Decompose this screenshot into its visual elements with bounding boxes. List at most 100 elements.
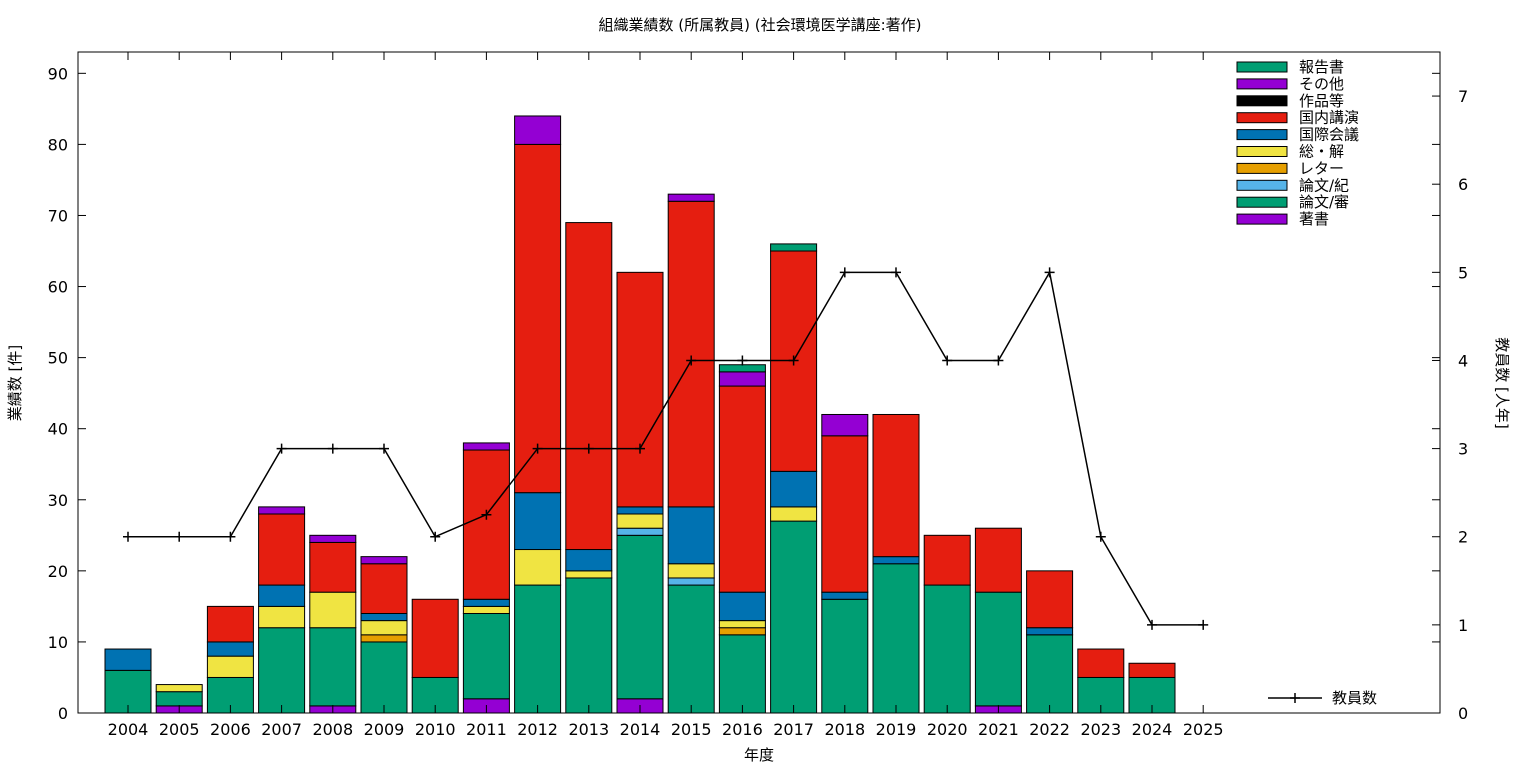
bar-segment (258, 506, 306, 515)
bar-segment (155, 684, 203, 693)
line-point (1095, 531, 1106, 542)
bar-segment (974, 527, 1022, 593)
legend-label: 報告書 (1299, 58, 1344, 76)
y-tick-label: 60 (48, 278, 68, 297)
legend-swatch (1236, 78, 1288, 90)
bar-segment (360, 641, 408, 714)
bar-segment (206, 641, 254, 657)
bar-segment (667, 577, 715, 586)
bar-segment (514, 584, 562, 714)
x-tick-label: 2012 (517, 720, 558, 739)
plot-frame (77, 51, 1441, 714)
bar-segment (718, 634, 766, 714)
line-point (532, 443, 543, 454)
y2-tick-label: 0 (1458, 704, 1468, 723)
bar-segment (616, 506, 664, 515)
bar-segment (309, 591, 357, 629)
legend-swatch (1236, 112, 1288, 124)
line-point (993, 355, 1004, 366)
line-point (123, 531, 133, 542)
bar-segment (770, 520, 818, 714)
x-tick-label: 2018 (824, 720, 865, 739)
line-point (686, 355, 697, 366)
bar-segment (667, 563, 715, 579)
bar-segment (462, 442, 510, 451)
bar-segment (770, 506, 818, 522)
y-axis-left: 0 10 20 30 40 50 60 70 80 90 (48, 64, 1440, 723)
bar-segment (206, 655, 254, 678)
y-tick-label: 80 (48, 135, 68, 154)
bar-segment (821, 413, 869, 437)
line-point (327, 443, 338, 454)
bar-segment (565, 222, 613, 551)
x-tick-label: 2021 (978, 720, 1019, 739)
legend-swatch (1236, 196, 1288, 208)
bar-segment (155, 691, 203, 707)
bar-segment (718, 371, 766, 387)
y-tick-label: 90 (48, 64, 68, 83)
legend-swatch (1236, 61, 1288, 73)
bar-segment (360, 563, 408, 614)
legend-swatch (1236, 179, 1288, 191)
bar-segment (616, 513, 664, 529)
bar-segment (514, 143, 562, 494)
bar-segment (667, 506, 715, 565)
bar-segment (616, 534, 664, 700)
y2-axis-label: 教員数 [人年] (1493, 337, 1511, 428)
bar-segment (258, 513, 306, 586)
x-tick-label: 2008 (312, 720, 353, 739)
bar-segment (616, 271, 664, 508)
bar-segment (258, 605, 306, 629)
bar-segment (923, 534, 971, 586)
legend-label: 総・解 (1299, 143, 1344, 161)
y2-tick-label: 6 (1458, 175, 1468, 194)
y-tick-label: 30 (48, 491, 68, 510)
line-legend-label: 教員数 (1332, 689, 1377, 707)
line-point (481, 509, 492, 520)
bar-segment (565, 549, 613, 572)
bar-segment (718, 627, 766, 636)
bar-segment (565, 570, 613, 579)
legend-label: その他 (1299, 75, 1344, 93)
y-tick-label: 10 (48, 633, 68, 652)
line-point (583, 443, 594, 454)
bar-segment (258, 584, 306, 607)
bar-segment (667, 200, 715, 508)
legend-label: レター (1299, 159, 1344, 177)
legend-swatch (1236, 146, 1288, 157)
x-tick-label: 2011 (466, 720, 507, 739)
x-axis-label: 年度 (744, 746, 774, 764)
y-tick-label: 0 (58, 704, 68, 723)
line-point (891, 267, 901, 278)
bar-segment (821, 591, 869, 600)
y2-tick-label: 3 (1458, 440, 1468, 459)
bar-segment (1026, 570, 1074, 629)
bar-segment (462, 605, 510, 614)
x-tick-label: 2023 (1080, 720, 1121, 739)
bar-segment (514, 492, 562, 551)
line-point (379, 443, 389, 454)
x-tick-label: 2025 (1183, 720, 1224, 739)
bar-segment (718, 364, 766, 373)
bar-segment (1077, 648, 1125, 678)
y-axis-label: 業績数 [件] (6, 345, 24, 421)
bar-segment (821, 435, 869, 593)
legend-label: 著書 (1299, 210, 1329, 228)
legend-label: 国際会議 (1299, 126, 1359, 144)
bar-segment (411, 598, 459, 678)
bar-segment (462, 449, 510, 600)
bar-segment (1128, 662, 1176, 678)
y2-tick-label: 7 (1458, 87, 1468, 106)
bar-segment (309, 534, 357, 543)
bar-segment (872, 556, 920, 565)
x-tick-label: 2022 (1029, 720, 1070, 739)
y-tick-label: 20 (48, 562, 68, 581)
bar-segment (1026, 627, 1074, 636)
legend-label: 作品等 (1299, 92, 1344, 110)
x-tick-label: 2009 (364, 720, 405, 739)
line-point (1147, 619, 1157, 630)
y-axis-right: 0 1 2 3 4 5 6 7 (1432, 87, 1468, 723)
bar-segment (514, 115, 562, 145)
